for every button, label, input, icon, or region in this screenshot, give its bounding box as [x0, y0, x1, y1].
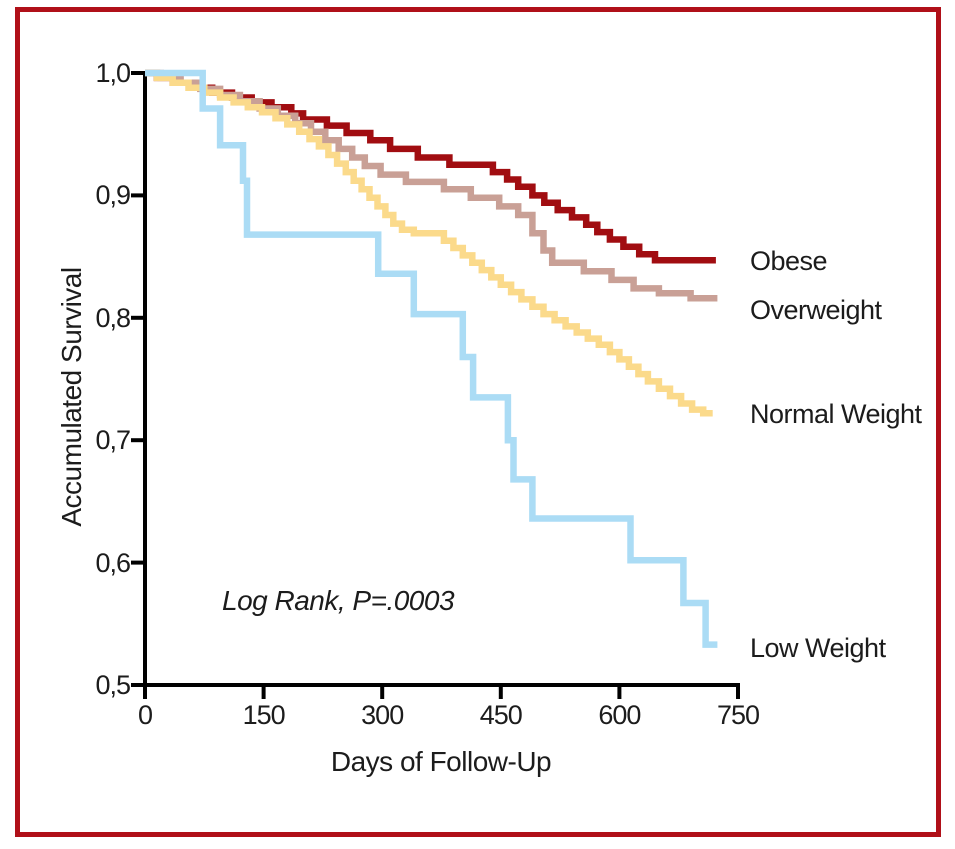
- figure-border: [15, 7, 941, 837]
- series-low-weight-curve: [145, 69, 718, 648]
- series-normal-weight-curve: [145, 69, 713, 417]
- x-tick-label-150: 150: [242, 700, 286, 730]
- x-tick-label-600: 600: [598, 700, 641, 730]
- x-tick-label-0: 0: [137, 700, 153, 730]
- x-tick-label-450: 450: [479, 700, 523, 730]
- y-tick-label-0,5: 0,5: [95, 670, 131, 700]
- log-rank-annotation: Log Rank, P=.0003: [222, 585, 455, 616]
- x-axis-title: Days of Follow-Up: [330, 746, 552, 777]
- series-label-obese: Obese: [750, 246, 828, 277]
- series-overweight-curve: [145, 69, 718, 302]
- x-tick-label-750: 750: [716, 700, 760, 730]
- y-tick-label-0,9: 0,9: [95, 180, 131, 211]
- y-tick-label-1,0: 1,0: [95, 58, 131, 88]
- y-axis-title: Accumulated Survival: [56, 267, 87, 527]
- series-label-normal-weight: Normal Weight: [750, 399, 922, 430]
- series-label-low-weight: Low Weight: [750, 633, 886, 664]
- y-tick-label-0,8: 0,8: [95, 302, 131, 333]
- y-tick-label-0,6: 0,6: [95, 547, 131, 578]
- y-tick-label-0,7: 0,7: [95, 425, 131, 456]
- series-label-overweight: Overweight: [750, 295, 882, 326]
- x-tick-label-300: 300: [361, 700, 404, 730]
